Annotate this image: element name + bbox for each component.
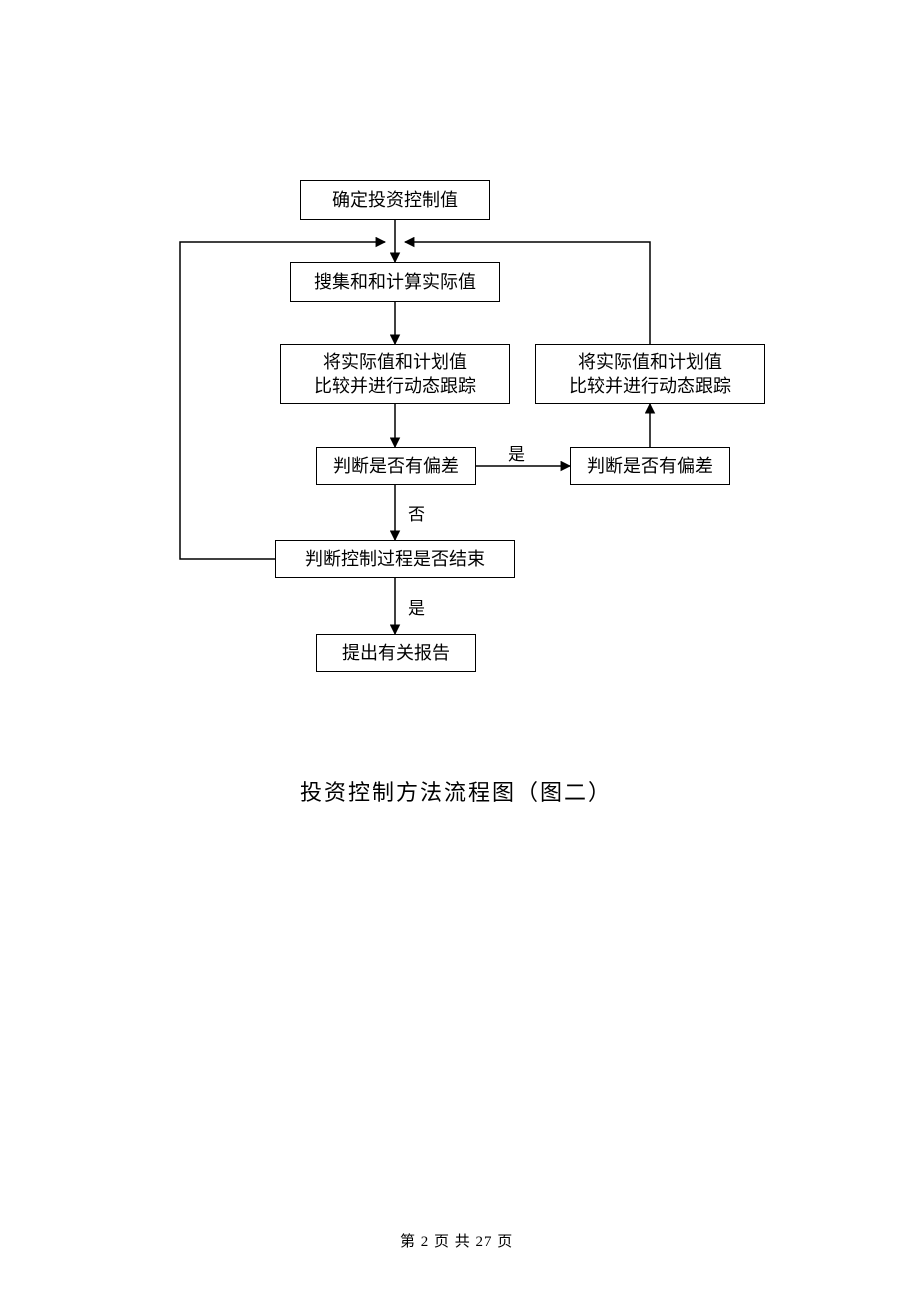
node-n3: 将实际值和计划值 比较并进行动态跟踪 — [280, 344, 510, 404]
node-n3-label: 将实际值和计划值 比较并进行动态跟踪 — [314, 350, 476, 399]
node-n2-label: 搜集和和计算实际值 — [314, 270, 476, 294]
footer-text: 第 2 页 共 27 页 — [400, 1234, 513, 1250]
edge-label-no: 否 — [408, 500, 425, 525]
node-n7-label: 判断是否有偏差 — [587, 454, 713, 478]
node-n4-label: 判断是否有偏差 — [333, 454, 459, 478]
page-footer: 第 2 页 共 27 页 — [400, 1230, 513, 1251]
node-n5-label: 判断控制过程是否结束 — [305, 547, 485, 571]
node-n7: 判断是否有偏差 — [570, 447, 730, 485]
node-n1-label: 确定投资控制值 — [332, 188, 458, 212]
edge-label-yes-down: 是 — [408, 594, 425, 619]
node-n1: 确定投资控制值 — [300, 180, 490, 220]
edge-label-yes-right: 是 — [508, 440, 525, 465]
node-n8-label: 将实际值和计划值 比较并进行动态跟踪 — [569, 350, 731, 399]
node-n2: 搜集和和计算实际值 — [290, 262, 500, 302]
page: 确定投资控制值 搜集和和计算实际值 将实际值和计划值 比较并进行动态跟踪 判断是… — [0, 0, 920, 1302]
node-n6: 提出有关报告 — [316, 634, 476, 672]
figure-caption: 投资控制方法流程图（图二） — [300, 775, 612, 807]
node-n4: 判断是否有偏差 — [316, 447, 476, 485]
node-n6-label: 提出有关报告 — [342, 641, 450, 665]
node-n5: 判断控制过程是否结束 — [275, 540, 515, 578]
node-n8: 将实际值和计划值 比较并进行动态跟踪 — [535, 344, 765, 404]
